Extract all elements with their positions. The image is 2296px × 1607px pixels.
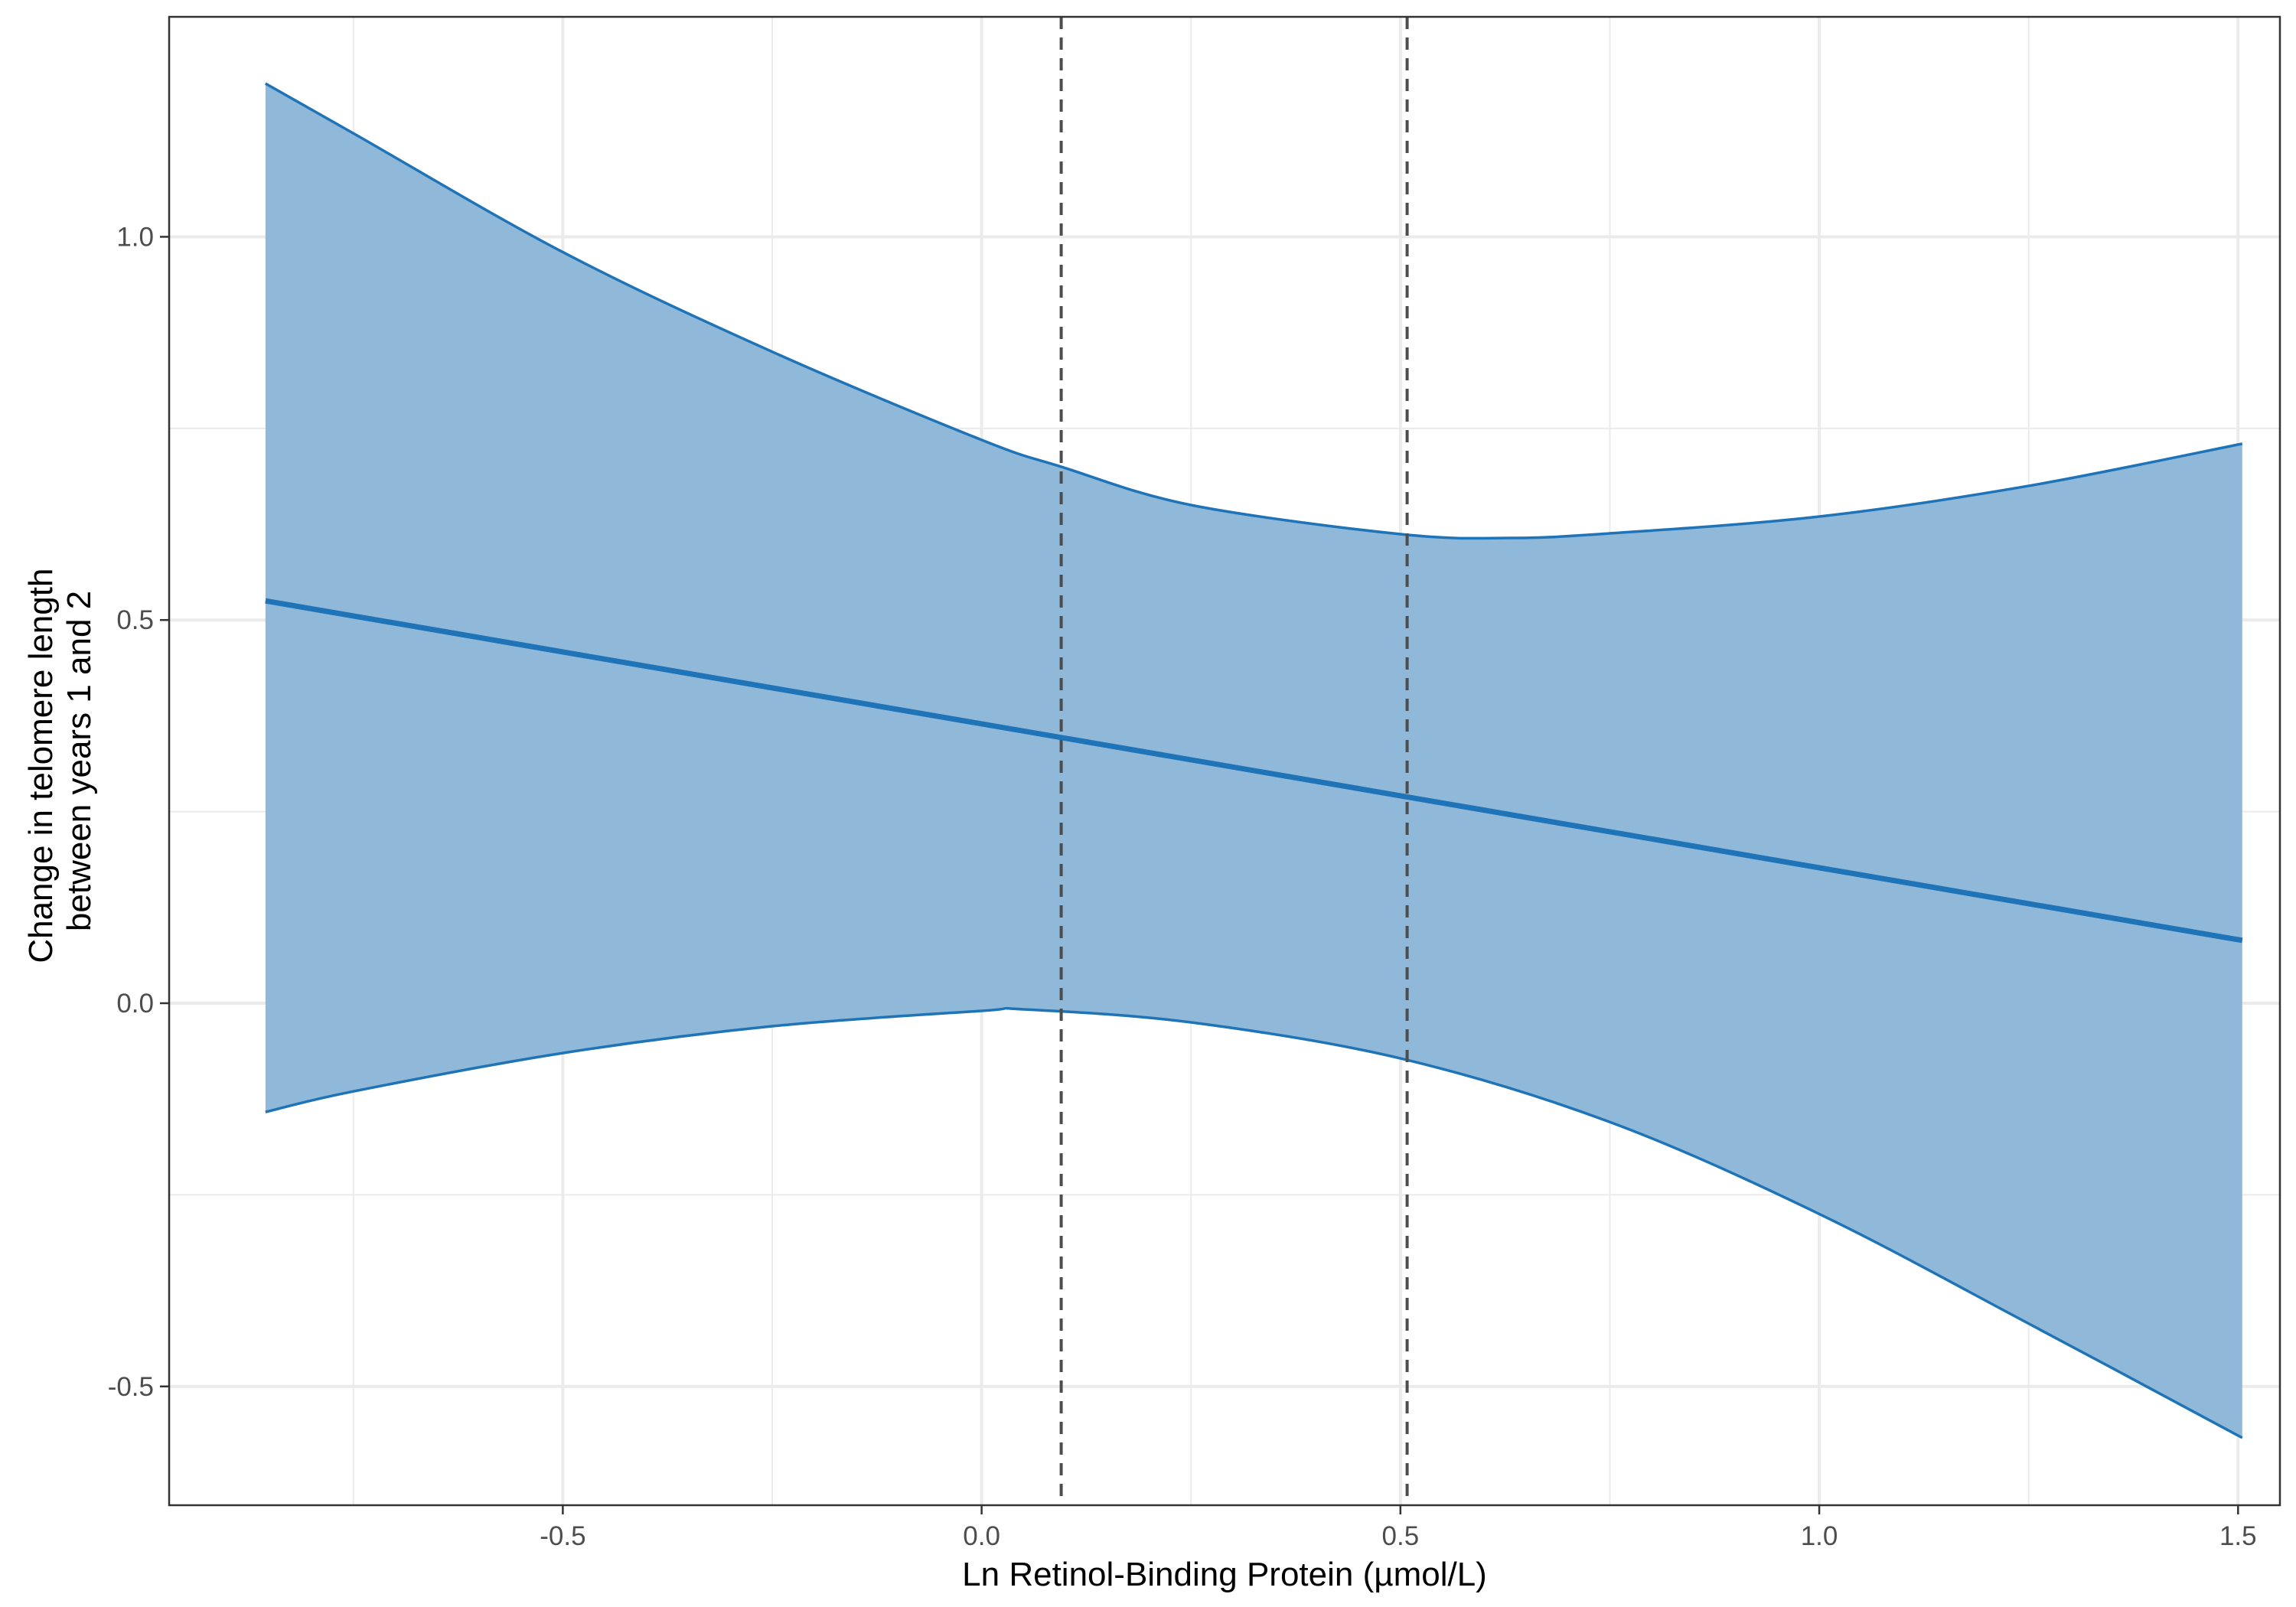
- y-tick-label: 0.0: [116, 989, 154, 1019]
- fit-line: [265, 598, 2243, 944]
- y-axis-title-line-1: Change in telomere length: [22, 569, 60, 963]
- y-tick-label: -0.5: [108, 1372, 154, 1402]
- x-tick-label: -0.5: [540, 1521, 585, 1551]
- axes-layer: -0.5 0.0 0.5 1.0 1.5 -0.5 0.0 0.5 1.0: [108, 15, 2281, 1551]
- y-tick-label: 0.5: [116, 605, 154, 635]
- x-tick-label: 0.0: [963, 1521, 1000, 1551]
- x-tick-label: 0.5: [1382, 1521, 1420, 1551]
- x-axis-title: Ln Retinol-Binding Protein (µmol/L): [962, 1556, 1487, 1593]
- confidence-lower-edge: [265, 1006, 2243, 1439]
- x-tick-label: 1.5: [2219, 1521, 2257, 1551]
- x-tick-label: 1.0: [1801, 1521, 1838, 1551]
- reference-lines-layer: [1059, 17, 1409, 1505]
- confidence-band: [265, 83, 2242, 1438]
- confidence-band-layer: [264, 82, 2243, 1439]
- y-axis-title-line-2: between years 1 and 2: [60, 591, 98, 931]
- panel-border: [168, 15, 2281, 1507]
- y-tick-label: 1.0: [116, 222, 154, 252]
- confidence-upper-edge: [264, 82, 2243, 540]
- y-axis-title: Change in telomere length between years …: [22, 559, 98, 963]
- fit-line-layer: [265, 598, 2243, 944]
